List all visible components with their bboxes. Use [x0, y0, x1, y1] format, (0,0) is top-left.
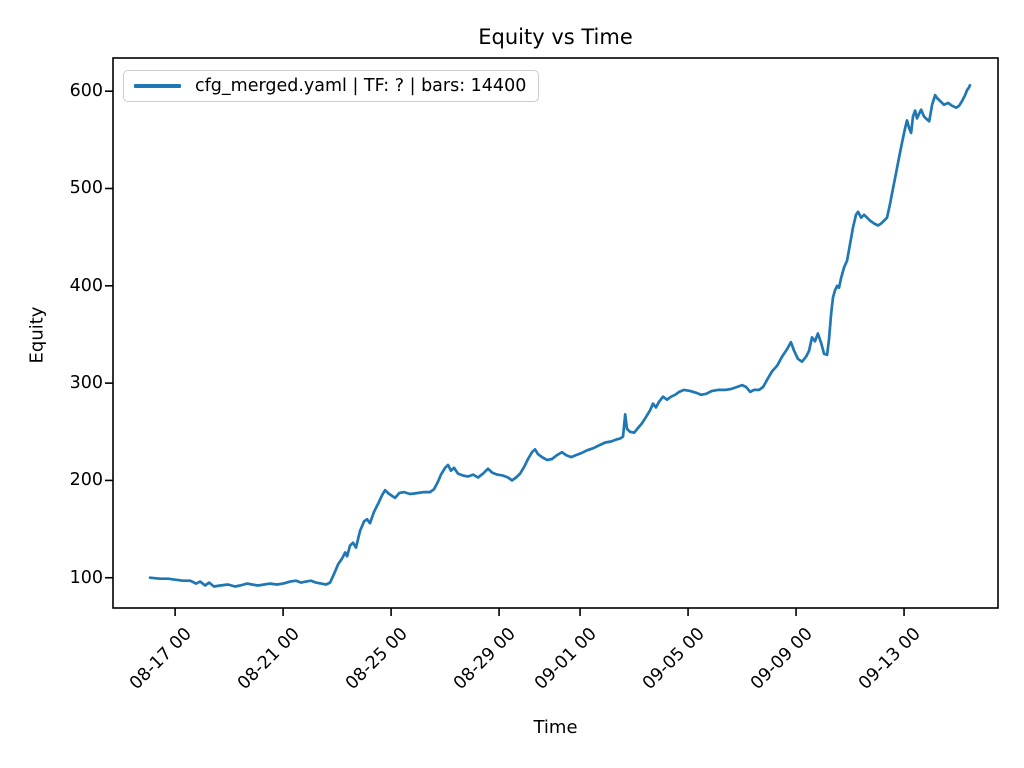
legend-box: cfg_merged.yaml | TF: ? | bars: 14400 [123, 70, 540, 102]
y-tick-label: 100 [69, 567, 103, 588]
y-tick-label: 400 [69, 275, 103, 296]
legend-label: cfg_merged.yaml | TF: ? | bars: 14400 [195, 76, 527, 96]
equity-curve [148, 83, 972, 588]
axes-spines [112, 57, 999, 609]
chart-title: Equity vs Time [478, 25, 633, 49]
y-tick-label: 300 [69, 373, 103, 394]
x-axis-label: Time [533, 717, 578, 738]
tick-marks [105, 90, 905, 616]
y-tick-label: 200 [69, 470, 103, 491]
y-tick-label: 600 [69, 81, 103, 102]
legend-line-sample-icon [134, 84, 181, 88]
equity-line [148, 83, 972, 588]
y-axis-label: Equity [26, 306, 48, 364]
y-tick-label: 500 [69, 178, 103, 199]
